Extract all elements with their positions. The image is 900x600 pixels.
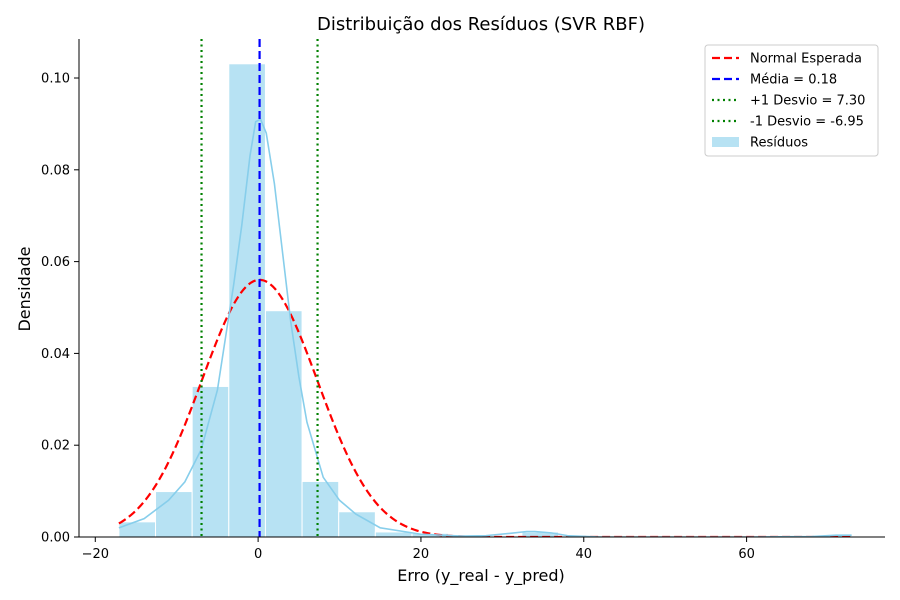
histogram-bar-2	[191, 385, 230, 538]
axes: −20 0 20 40 60 0.00 0.02 0.04 0.06 0.08 0.10	[41, 39, 885, 562]
y-tick-label: 0.00	[41, 531, 70, 546]
histogram-bar-4	[264, 310, 303, 538]
legend-label: Resíduos	[750, 136, 808, 151]
legend-swatch	[712, 137, 739, 147]
legend: Normal Esperada Média = 0.18 +1 Desvio = 7…	[704, 44, 879, 157]
legend-box	[704, 44, 879, 157]
kde-line	[118, 118, 852, 537]
legend-label: -1 Desvio = -6.95	[750, 115, 864, 130]
x-tick-label: 40	[575, 547, 592, 562]
y-axis-title: Densidade	[15, 246, 34, 331]
y-tick-label: 0.10	[41, 72, 70, 87]
x-axis-title: Erro (y_real - y_pred)	[397, 566, 565, 586]
y-tick-label: 0.06	[41, 255, 70, 270]
x-tick-label: 20	[413, 547, 430, 562]
x-tick-label: 0	[254, 547, 262, 562]
legend-label: Média = 0.18	[750, 73, 837, 88]
x-tick-label: 60	[738, 547, 755, 562]
chart-title: Distribuição dos Resíduos (SVR RBF)	[317, 14, 645, 35]
histogram-bar-5	[301, 480, 340, 538]
x-tick-label: −20	[82, 547, 109, 562]
y-tick-label: 0.08	[41, 163, 70, 178]
legend-label: Normal Esperada	[750, 52, 862, 67]
legend-label: +1 Desvio = 7.30	[750, 94, 865, 109]
histogram-bar-1	[155, 491, 193, 538]
y-tick-label: 0.02	[41, 439, 70, 454]
y-tick-label: 0.04	[41, 347, 70, 362]
histogram-bar-0	[118, 521, 157, 538]
